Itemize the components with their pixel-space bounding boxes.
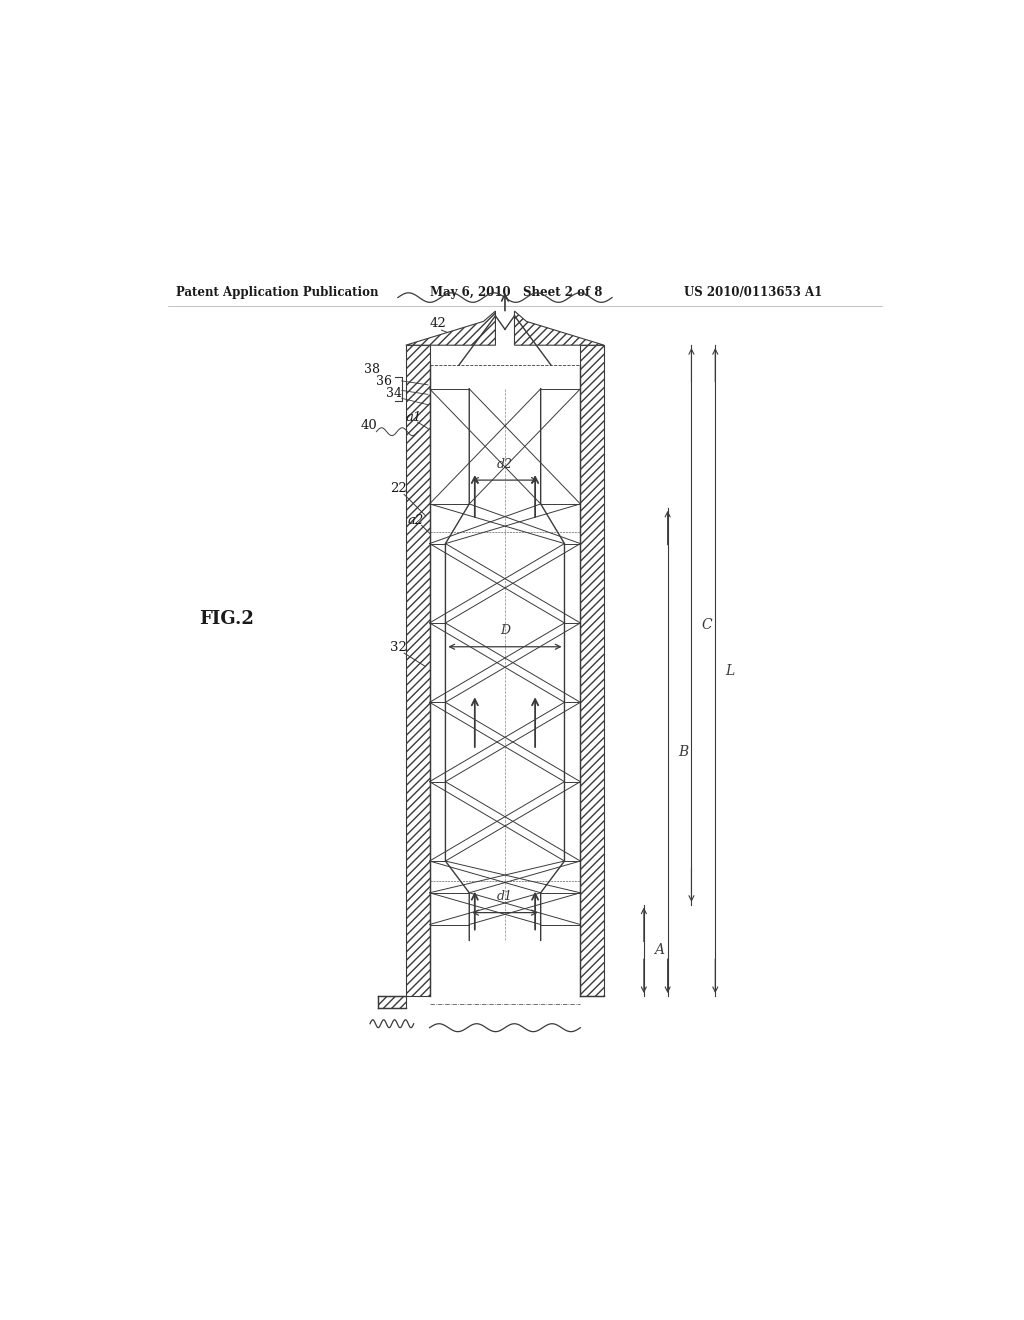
Text: 40: 40 (360, 418, 377, 432)
Text: 32: 32 (390, 640, 407, 653)
Polygon shape (406, 312, 496, 346)
Text: B: B (678, 744, 688, 759)
Text: 36: 36 (376, 375, 391, 388)
Text: US 2010/0113653 A1: US 2010/0113653 A1 (684, 285, 822, 298)
Text: D: D (500, 624, 510, 638)
Text: a1: a1 (406, 411, 422, 424)
Text: d2: d2 (497, 458, 513, 471)
Text: May 6, 2010   Sheet 2 of 8: May 6, 2010 Sheet 2 of 8 (430, 285, 602, 298)
Text: d1: d1 (497, 890, 513, 903)
Bar (406, 346, 430, 997)
Text: 34: 34 (386, 387, 401, 400)
Polygon shape (378, 997, 406, 1008)
Bar (406, 346, 430, 997)
Text: L: L (726, 664, 735, 677)
Text: 22: 22 (390, 482, 407, 495)
Text: 38: 38 (365, 363, 381, 376)
Bar (581, 346, 604, 997)
Text: C: C (701, 618, 713, 632)
Text: Patent Application Publication: Patent Application Publication (176, 285, 378, 298)
Bar (581, 346, 604, 997)
Text: 42: 42 (430, 317, 446, 330)
Text: a2: a2 (408, 513, 424, 527)
Text: A: A (654, 944, 665, 957)
Text: FIG.2: FIG.2 (200, 610, 254, 628)
Polygon shape (514, 312, 604, 346)
